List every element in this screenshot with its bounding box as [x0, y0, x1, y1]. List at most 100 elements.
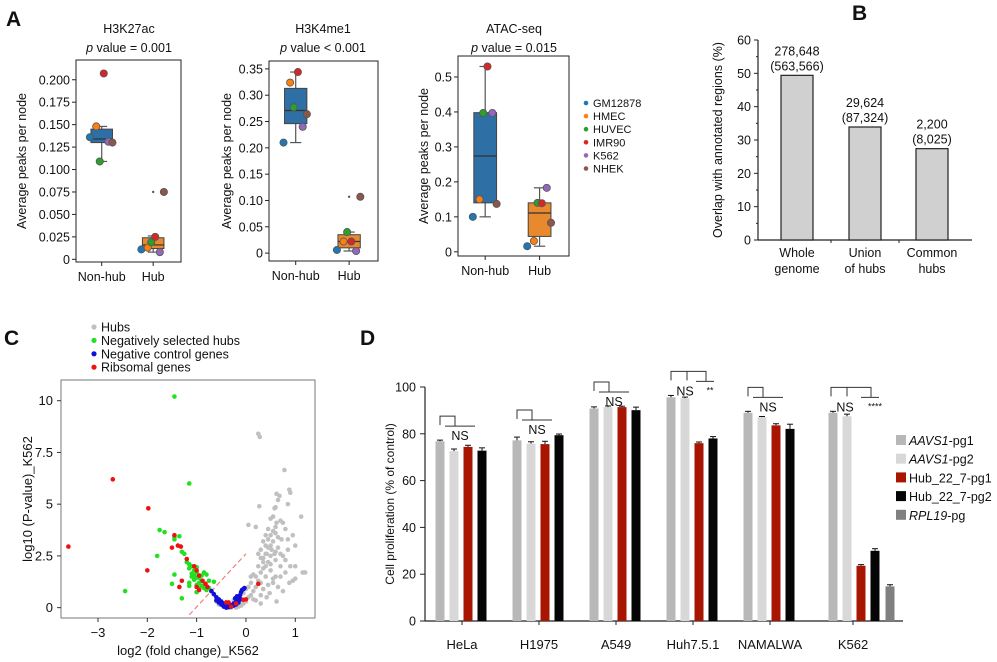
bar-hela-hub_22_7-pg2	[477, 450, 487, 621]
y-tick-label: 0.075	[39, 185, 70, 199]
legend-marker	[91, 337, 97, 343]
data-point-k562	[542, 183, 551, 192]
data-point-gm12878	[85, 133, 94, 142]
x-tick-label: Hub	[338, 269, 361, 283]
point-negatively-selected-hubs	[211, 579, 217, 585]
x-tick-label: Huh7.5.1	[667, 637, 720, 652]
data-point-k562	[155, 248, 164, 257]
y-tick-label: 60	[737, 34, 751, 48]
x-axis-label: log2 (fold change)_K562	[117, 643, 259, 658]
point-negative-control-genes	[214, 598, 219, 603]
point-hubs	[270, 528, 276, 534]
point-negatively-selected-hubs	[186, 566, 192, 571]
chart-h3k27ac: H3K27ac p value = 0.001 0 0.025 0.050 0.075 0.…	[15, 22, 182, 284]
point-hubs	[260, 586, 266, 592]
point-negatively-selected-hubs	[186, 583, 192, 589]
panel-label-c: C	[4, 327, 19, 350]
point-hubs	[263, 532, 268, 538]
point-negatively-selected-hubs	[157, 527, 162, 533]
point-hubs	[260, 566, 266, 571]
significance-label: NS	[676, 384, 693, 398]
y-tick-label: 0.200	[39, 73, 70, 87]
point-hubs	[274, 599, 279, 604]
point-hubs	[246, 522, 251, 528]
point-ribsomal-genes	[194, 568, 199, 573]
y-axis-label: Average peaks per node	[220, 93, 234, 229]
y-tick-label: 0	[409, 615, 416, 629]
y-tick-label: 5	[46, 497, 53, 512]
significance-bracket	[516, 409, 533, 421]
legend-label: Ribsomal genes	[101, 361, 191, 375]
x-tick-label: Non-hub	[78, 270, 126, 284]
legend-label: Hub_22_7-pg2	[909, 490, 992, 504]
point-negatively-selected-hubs	[186, 481, 192, 486]
bar-h1975-hub_22_7-pg1	[540, 444, 550, 621]
x-tick-label: 0	[242, 625, 249, 640]
bar-h1975-aavs1-pg2	[526, 443, 536, 621]
x-tick-label-line2: of hubs	[844, 262, 885, 276]
legend-label: NHEK	[593, 164, 624, 176]
point-negatively-selected-hubs	[122, 588, 128, 594]
point-ribsomal-genes	[177, 584, 182, 590]
point-ribsomal-genes	[194, 584, 199, 590]
box-non-hub	[473, 112, 498, 204]
point-ribsomal-genes	[255, 581, 261, 587]
point-hubs	[255, 563, 261, 569]
data-point-huvec	[289, 103, 298, 112]
point-negative-control-genes	[232, 596, 238, 601]
x-tick-label: Hub	[142, 270, 165, 284]
significance-label: ****	[868, 401, 883, 411]
bar-0	[780, 74, 814, 241]
data-point-nhek	[108, 138, 117, 147]
y-tick-label: 50	[737, 67, 751, 81]
significance-label: NS	[451, 429, 468, 443]
x-tick-label-line2: hubs	[918, 262, 945, 276]
point-hubs	[275, 545, 281, 550]
y-tick-label: 40	[402, 521, 416, 535]
y-tick-label: 7.5	[35, 445, 53, 460]
y-tick-label: 2.5	[35, 548, 53, 563]
point-hubs	[263, 574, 268, 579]
point-hubs	[288, 563, 293, 569]
point-hubs	[275, 584, 281, 590]
panel-label-b: B	[852, 2, 867, 25]
point-negatively-selected-hubs	[162, 529, 167, 535]
legend-label: RPL19-pg	[909, 509, 965, 523]
data-point-imr90	[537, 199, 546, 208]
data-point-k562	[352, 246, 361, 255]
legend-label: HMEC	[593, 111, 625, 123]
data-point-imr90	[151, 232, 160, 241]
bar-a549-aavs1-pg1	[589, 408, 599, 621]
plot-frame	[268, 60, 379, 262]
x-tick-label: −3	[91, 625, 106, 640]
x-tick-label: −1	[189, 625, 204, 640]
bar-namalwa-aavs1-pg1	[743, 412, 753, 621]
legend-label: Hub_22_7-pg1	[909, 471, 992, 485]
point-hubs	[283, 526, 288, 532]
point-hubs	[248, 580, 254, 586]
point-hubs	[277, 493, 282, 499]
point-ribsomal-genes	[110, 477, 116, 482]
outlier-point	[151, 190, 155, 194]
point-negative-control-genes	[211, 591, 217, 597]
y-tick-label: 0	[63, 253, 70, 267]
legend-marker-k562	[583, 153, 589, 158]
y-tick-label: 0.20	[239, 141, 263, 155]
y-tick-label: 100	[395, 381, 416, 395]
point-ribsomal-genes	[241, 597, 246, 603]
point-negatively-selected-hubs	[172, 572, 177, 577]
bar-huh7.5.1-aavs1-pg1	[666, 397, 676, 621]
point-ribsomal-genes	[145, 506, 151, 511]
point-hubs	[251, 588, 256, 594]
y-tick-label: 0.35	[239, 62, 263, 76]
x-tick-label: NAMALWA	[738, 637, 803, 652]
significance-bracket	[747, 386, 764, 398]
legend-label: AAVS1-pg2	[908, 453, 974, 467]
box-hub	[527, 202, 552, 237]
x-tick-label-line2: genome	[774, 262, 819, 276]
bar-hela-aavs1-pg1	[435, 441, 445, 621]
point-hubs	[268, 568, 273, 573]
significance-label: **	[706, 385, 714, 395]
point-ribsomal-genes	[200, 578, 205, 584]
bar-count-label: 2,200	[916, 118, 947, 132]
